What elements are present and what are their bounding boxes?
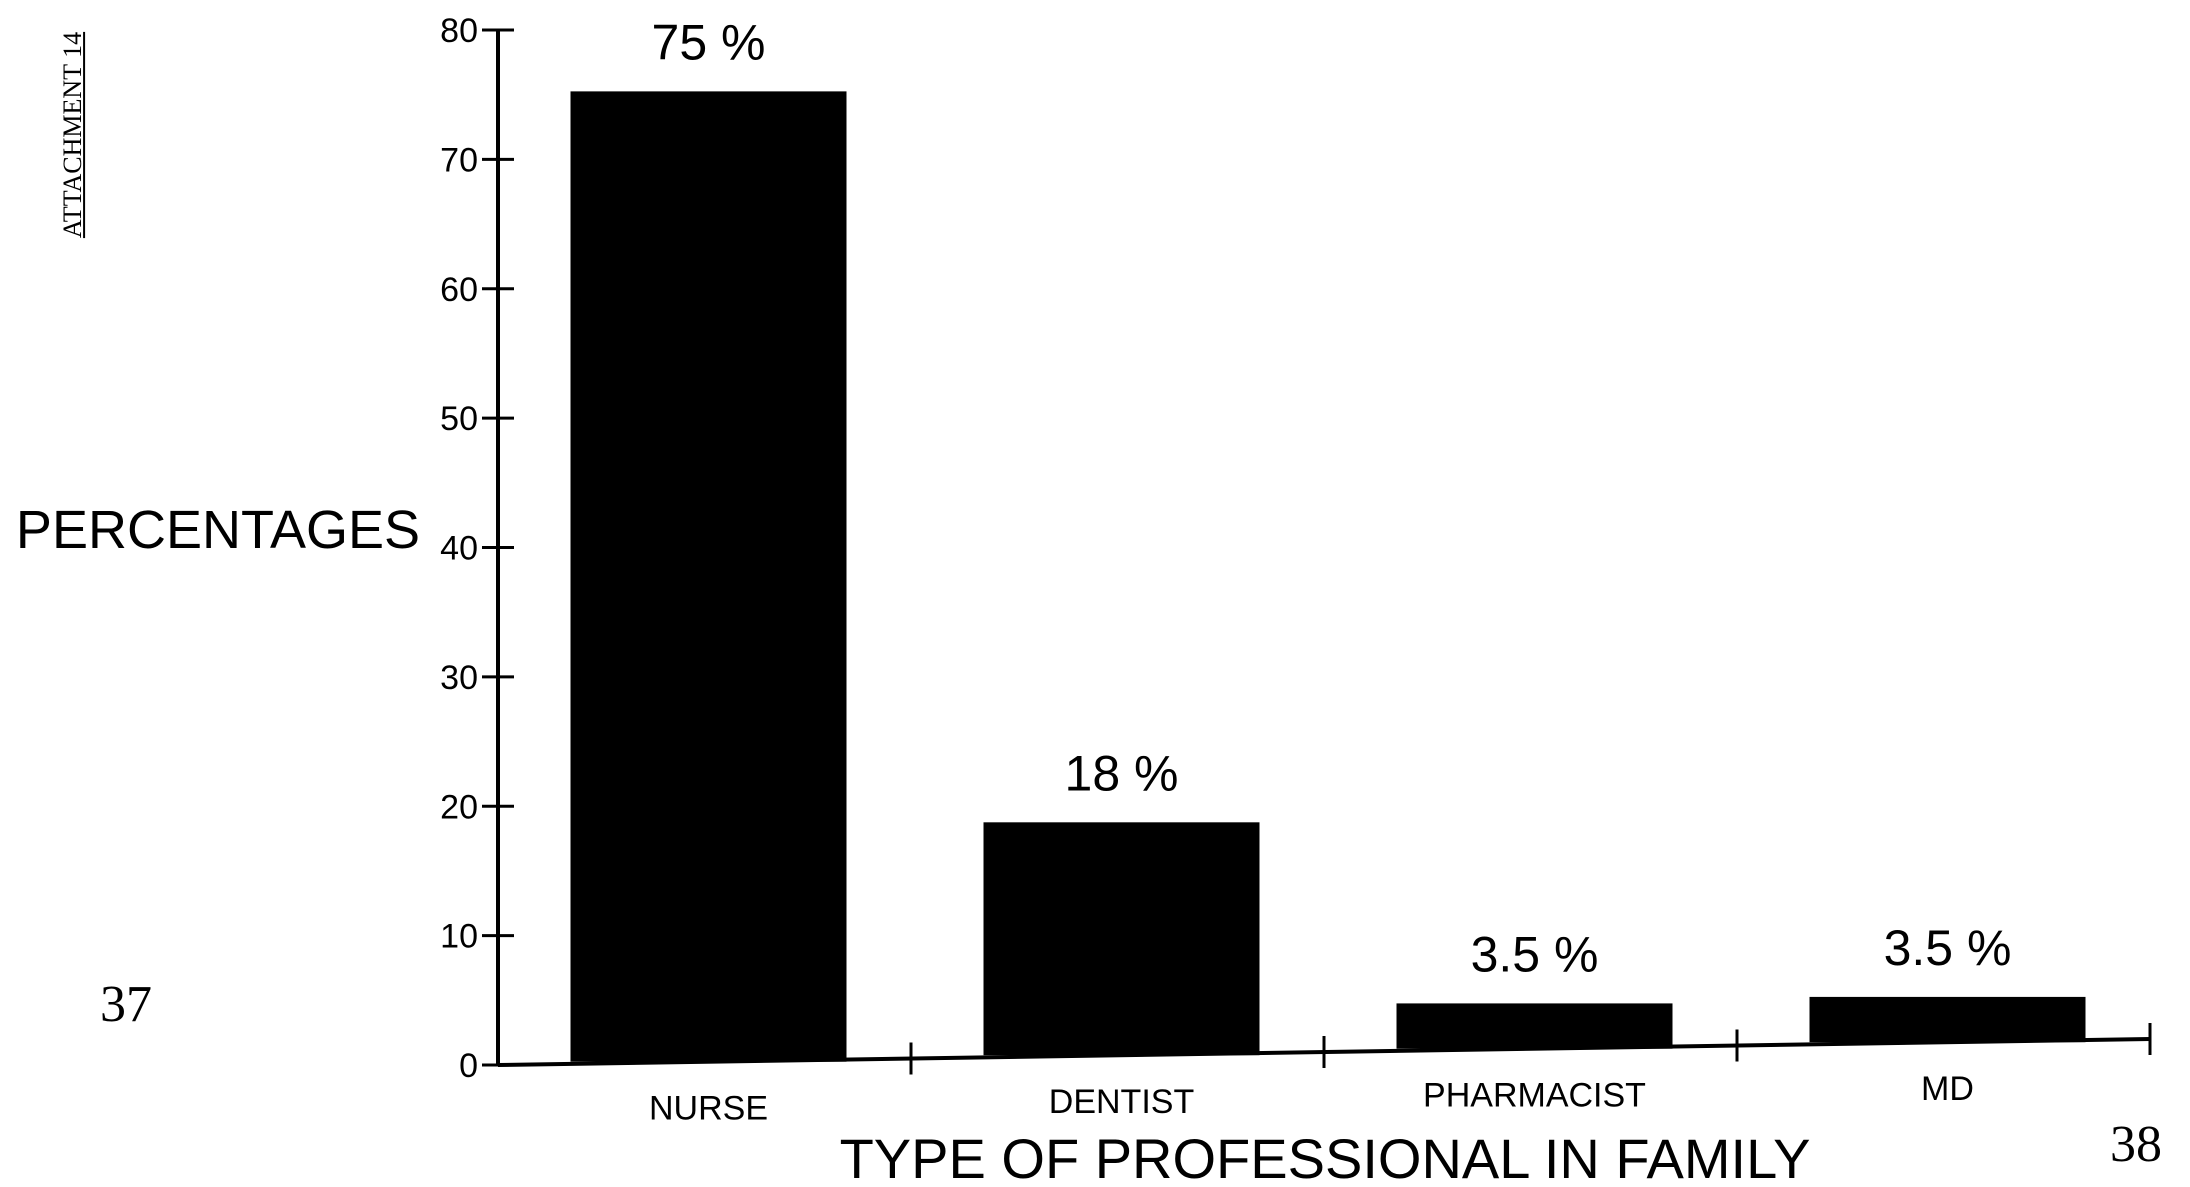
y-tick-label: 40	[440, 530, 478, 568]
page-number-left: 37	[100, 976, 152, 1033]
bar	[1809, 996, 2086, 1043]
y-tick-label: 30	[440, 659, 478, 697]
data-label: 18 %	[1065, 745, 1179, 801]
plot-area: 0 10 20 30 40 50 60 70 80 75 % NURSE 18 % DENTIST 3.5…	[440, 12, 2152, 1128]
y-tick-label: 10	[440, 918, 478, 956]
y-tick-label: 60	[440, 271, 478, 309]
data-label: 3.5 %	[1471, 926, 1599, 982]
y-tick-label: 20	[440, 788, 478, 826]
y-tick-label: 70	[440, 141, 478, 179]
x-tick-label: NURSE	[649, 1090, 768, 1128]
bar	[570, 91, 847, 1062]
x-axis-label: TYPE OF PROFESSIONAL IN FAMILY	[840, 1127, 1811, 1187]
y-tick-label: 80	[440, 12, 478, 50]
data-label: 75 %	[652, 14, 766, 70]
bar	[1396, 1003, 1673, 1049]
x-tick-label: PHARMACIST	[1423, 1077, 1646, 1115]
page-number-right: 38	[2110, 1116, 2162, 1173]
y-tick-label: 50	[440, 400, 478, 438]
y-axis-label: PERCENTAGES	[16, 500, 420, 560]
bar	[983, 822, 1260, 1056]
x-tick-label: MD	[1921, 1070, 1974, 1108]
x-tick-label: DENTIST	[1049, 1083, 1194, 1121]
data-label: 3.5 %	[1884, 920, 2012, 976]
y-tick-label: 0	[459, 1047, 478, 1085]
